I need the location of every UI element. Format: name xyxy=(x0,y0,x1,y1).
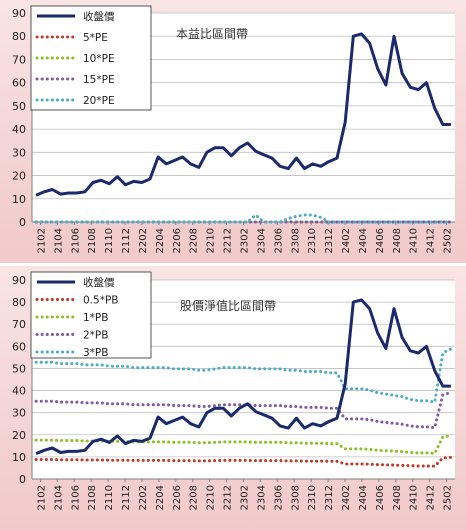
x-tick-label: 2406 xyxy=(375,228,386,253)
x-tick-label: 2410 xyxy=(409,228,420,253)
x-tick-label: 2408 xyxy=(392,485,403,510)
y-tick-label: 70 xyxy=(12,53,26,66)
x-tick-label: 2308 xyxy=(290,228,301,253)
y-tick-label: 60 xyxy=(12,340,26,353)
legend-label: 收盤價 xyxy=(83,10,115,23)
x-tick-label: 2404 xyxy=(358,485,369,510)
x-tick-label: 2202 xyxy=(138,228,149,253)
x-tick-label: 2408 xyxy=(392,228,403,253)
legend-label: 10*PE xyxy=(83,53,115,65)
legend-label: 20*PE xyxy=(83,95,115,107)
y-tick-label: 60 xyxy=(12,77,26,90)
x-tick-label: 2110 xyxy=(104,228,115,253)
x-tick-label: 2402 xyxy=(341,485,352,510)
x-tick-label: 2404 xyxy=(358,228,369,253)
x-tick-label: 2102 xyxy=(36,485,47,510)
x-tick-label: 2306 xyxy=(273,228,284,253)
y-tick-label: 0 xyxy=(19,216,26,229)
x-tick-label: 2302 xyxy=(240,485,251,510)
x-tick-label: 2412 xyxy=(426,485,437,510)
legend-label: 5*PE xyxy=(83,32,108,44)
legend-label: 2*PB xyxy=(83,330,108,342)
x-tick-label: 2206 xyxy=(172,228,183,253)
legend-label: 15*PE xyxy=(83,74,115,86)
x-tick-label: 2502 xyxy=(443,485,454,510)
y-tick-label: 30 xyxy=(12,146,26,159)
x-tick-label: 2212 xyxy=(223,485,234,510)
x-tick-label: 2202 xyxy=(138,485,149,510)
x-tick-label: 2304 xyxy=(256,485,267,510)
x-tick-label: 2208 xyxy=(189,485,200,510)
x-tick-label: 2412 xyxy=(426,228,437,253)
x-tick-label: 2104 xyxy=(53,228,64,253)
y-tick-label: 80 xyxy=(12,30,26,43)
x-tick-label: 2106 xyxy=(70,485,81,510)
y-tick-label: 40 xyxy=(12,385,26,398)
x-tick-label: 2102 xyxy=(36,228,47,253)
x-tick-label: 2208 xyxy=(189,228,200,253)
x-tick-label: 2204 xyxy=(155,228,166,253)
x-tick-label: 2206 xyxy=(172,485,183,510)
legend-box xyxy=(30,271,152,359)
y-tick-label: 30 xyxy=(12,407,26,420)
pb-band-chart-panel: 0 10 20 30 40 50 60 70 80 90 2102 2104 2106 2108 2110 2… xyxy=(0,266,466,530)
x-tick-label: 2312 xyxy=(324,485,335,510)
legend-label: 收盤價 xyxy=(83,276,115,289)
x-tick-label: 2204 xyxy=(155,485,166,510)
y-tick-label: 0 xyxy=(19,473,26,486)
x-tick-label: 2108 xyxy=(87,228,98,253)
series-line-4 xyxy=(34,347,453,404)
y-tick-label: 50 xyxy=(12,100,26,113)
x-tick-label: 2104 xyxy=(53,485,64,510)
y-tick-label: 40 xyxy=(12,123,26,136)
x-tick-label: 2112 xyxy=(121,485,132,510)
x-tick-label: 2402 xyxy=(341,228,352,253)
x-tick-label: 2106 xyxy=(70,228,81,253)
x-tick-label: 2210 xyxy=(206,228,217,253)
series-line-0 xyxy=(35,298,451,455)
y-tick-label: 10 xyxy=(12,193,26,206)
legend-label: 3*PB xyxy=(83,347,108,359)
chart-title: 股價淨值比區間帶 xyxy=(180,298,276,313)
x-tick-label: 2304 xyxy=(256,228,267,253)
legend-label: 0.5*PB xyxy=(83,295,118,307)
x-tick-label: 2212 xyxy=(223,228,234,253)
y-tick-label: 10 xyxy=(12,451,26,464)
series-line-0 xyxy=(35,32,451,197)
x-tick-label: 2310 xyxy=(307,228,318,253)
pe-band-chart: 0 10 20 30 40 50 60 70 80 90 2102 2104 2106 2108 2110 2… xyxy=(12,5,455,253)
chart-title: 本益比區間帶 xyxy=(176,27,248,41)
y-tick-label: 70 xyxy=(12,318,26,331)
x-tick-label: 2110 xyxy=(104,485,115,510)
x-tick-label: 2406 xyxy=(375,485,386,510)
y-tick-label: 20 xyxy=(12,429,26,442)
series-line-2 xyxy=(34,434,453,455)
x-tick-label: 2410 xyxy=(409,485,420,510)
pe-band-chart-panel: 0 10 20 30 40 50 60 70 80 90 2102 2104 2106 2108 2110 2… xyxy=(0,0,466,263)
x-tick-label: 2108 xyxy=(87,485,98,510)
x-tick-label: 2306 xyxy=(273,485,284,510)
x-tick-label: 2210 xyxy=(206,485,217,510)
y-tick-label: 90 xyxy=(12,274,26,287)
series-line-1 xyxy=(34,455,453,468)
y-tick-label: 90 xyxy=(12,7,26,20)
y-tick-label: 80 xyxy=(12,296,26,309)
x-tick-label: 2308 xyxy=(290,485,301,510)
x-tick-label: 2112 xyxy=(121,228,132,253)
pb-band-chart: 0 10 20 30 40 50 60 70 80 90 2102 2104 2106 2108 2110 2… xyxy=(12,271,455,510)
y-tick-label: 20 xyxy=(12,170,26,183)
x-tick-label: 2302 xyxy=(240,228,251,253)
legend-label: 1*PB xyxy=(83,312,108,324)
x-tick-label: 2312 xyxy=(324,228,335,253)
x-tick-label: 2502 xyxy=(443,228,454,253)
y-tick-label: 50 xyxy=(12,362,26,375)
x-tick-label: 2310 xyxy=(307,485,318,510)
